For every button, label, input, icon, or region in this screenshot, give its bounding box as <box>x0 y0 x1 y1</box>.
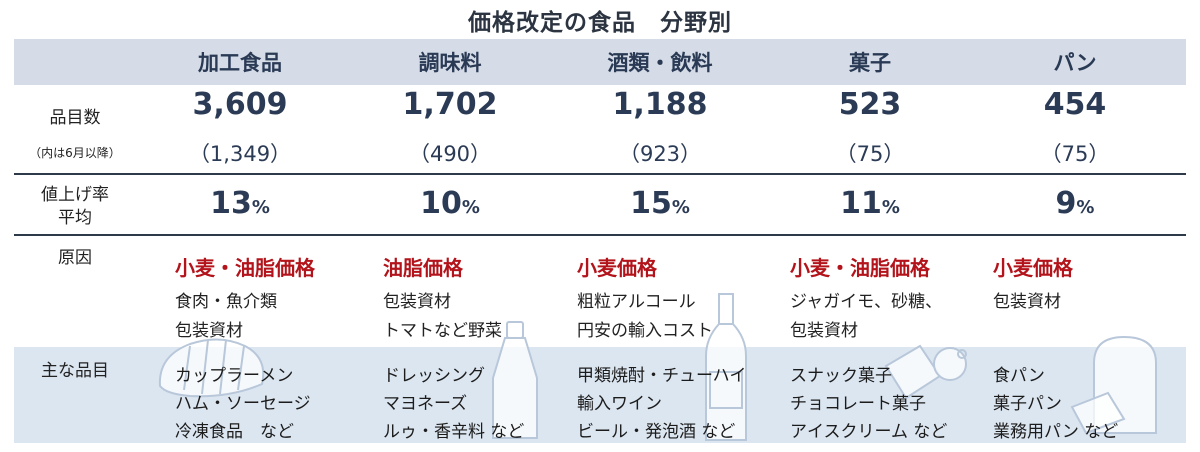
cause-line: 食肉・魚介類 <box>175 292 277 312</box>
item-line: チョコレート菓子 <box>790 394 926 414</box>
items-count-label: 品目数 <box>49 108 101 128</box>
snack-icon <box>884 344 967 400</box>
page-title: 価格改定の食品 分野別 <box>468 10 732 36</box>
bottle-icon <box>492 321 538 439</box>
item-line: アイスクリーム など <box>790 422 948 442</box>
rate-value: 13 <box>210 186 252 221</box>
rate-seasonings: 10% <box>350 186 550 221</box>
rate-label-line2: 平均 <box>58 208 92 228</box>
count-june-seasonings: （490） <box>408 142 492 166</box>
count-june-bread: （75） <box>1040 142 1110 166</box>
rate-drinks: 15% <box>560 186 760 221</box>
cause-main-processed-food: 小麦・油脂価格 <box>175 256 315 280</box>
rate-value: 9 <box>1055 186 1077 221</box>
item-line: ハム・ソーセージ <box>175 394 311 414</box>
count-processed-food: 3,609 <box>192 87 288 122</box>
percent-sign: % <box>881 197 900 218</box>
category-bread: パン <box>1053 51 1097 75</box>
category-drinks: 酒類・飲料 <box>607 51 713 75</box>
cause-line: トマトなど野菜 <box>383 321 502 341</box>
cause-line: 円安の輸入コスト <box>577 321 713 341</box>
category-header-band <box>14 39 1186 85</box>
cause-line: 包装資材 <box>993 292 1061 312</box>
count-drinks: 1,188 <box>612 87 708 122</box>
cause-main-drinks: 小麦価格 <box>577 256 657 280</box>
rate-label-line1: 値上げ率 <box>41 185 109 205</box>
percent-sign: % <box>671 197 690 218</box>
percent-sign: % <box>461 197 480 218</box>
rate-value: 11 <box>840 186 882 221</box>
cause-line: 包装資材 <box>175 321 243 341</box>
item-line: 甲類焼酎・チューハイ <box>577 366 747 386</box>
rate-confectionery: 11% <box>770 186 970 221</box>
item-line: マヨネーズ <box>383 394 468 414</box>
cause-line: 包装資材 <box>790 321 858 341</box>
rate-value: 15 <box>630 186 672 221</box>
category-processed-food: 加工食品 <box>198 51 282 75</box>
rate-bread: 9% <box>975 186 1175 221</box>
bread-loaf-icon <box>158 338 265 398</box>
cause-label: 原因 <box>58 248 92 268</box>
item-line: 業務用パン など <box>993 422 1119 442</box>
rate-value: 10 <box>420 186 462 221</box>
wine-bottle-icon <box>705 293 747 441</box>
row-divider <box>14 173 1186 175</box>
items-count-sub-label: （内は6月以降） <box>29 146 121 160</box>
cause-line: 包装資材 <box>383 292 451 312</box>
row-divider <box>14 234 1186 236</box>
rate-processed-food: 13% <box>140 186 340 221</box>
cause-main-seasonings: 油脂価格 <box>383 256 463 280</box>
main-items-label: 主な品目 <box>41 361 109 381</box>
toast-icon <box>1070 335 1157 435</box>
count-june-drinks: （923） <box>618 142 702 166</box>
item-line: カップラーメン <box>175 366 294 386</box>
cause-main-bread: 小麦価格 <box>993 256 1073 280</box>
count-seasonings: 1,702 <box>402 87 498 122</box>
percent-sign: % <box>1076 197 1095 218</box>
item-line: 食パン <box>993 366 1045 386</box>
cause-line: 粗粒アルコール <box>577 292 696 312</box>
category-confectionery: 菓子 <box>849 51 891 75</box>
cause-line: ジャガイモ、砂糖、 <box>790 292 943 312</box>
item-line: 輸入ワイン <box>577 394 662 414</box>
item-line: 冷凍食品 など <box>175 422 294 442</box>
count-confectionery: 523 <box>838 87 902 122</box>
category-seasonings: 調味料 <box>418 51 482 75</box>
percent-sign: % <box>251 197 270 218</box>
count-bread: 454 <box>1043 87 1107 122</box>
count-june-processed-food: （1,349） <box>188 142 292 166</box>
item-line: ドレッシング <box>383 366 485 386</box>
item-line: 菓子パン <box>993 394 1062 414</box>
item-line: スナック菓子 <box>790 366 892 386</box>
cause-main-confectionery: 小麦・油脂価格 <box>790 256 930 280</box>
count-june-confectionery: （75） <box>835 142 905 166</box>
item-line: ビール・発泡酒 など <box>577 422 736 442</box>
item-line: ルゥ・香辛料 など <box>383 422 525 442</box>
